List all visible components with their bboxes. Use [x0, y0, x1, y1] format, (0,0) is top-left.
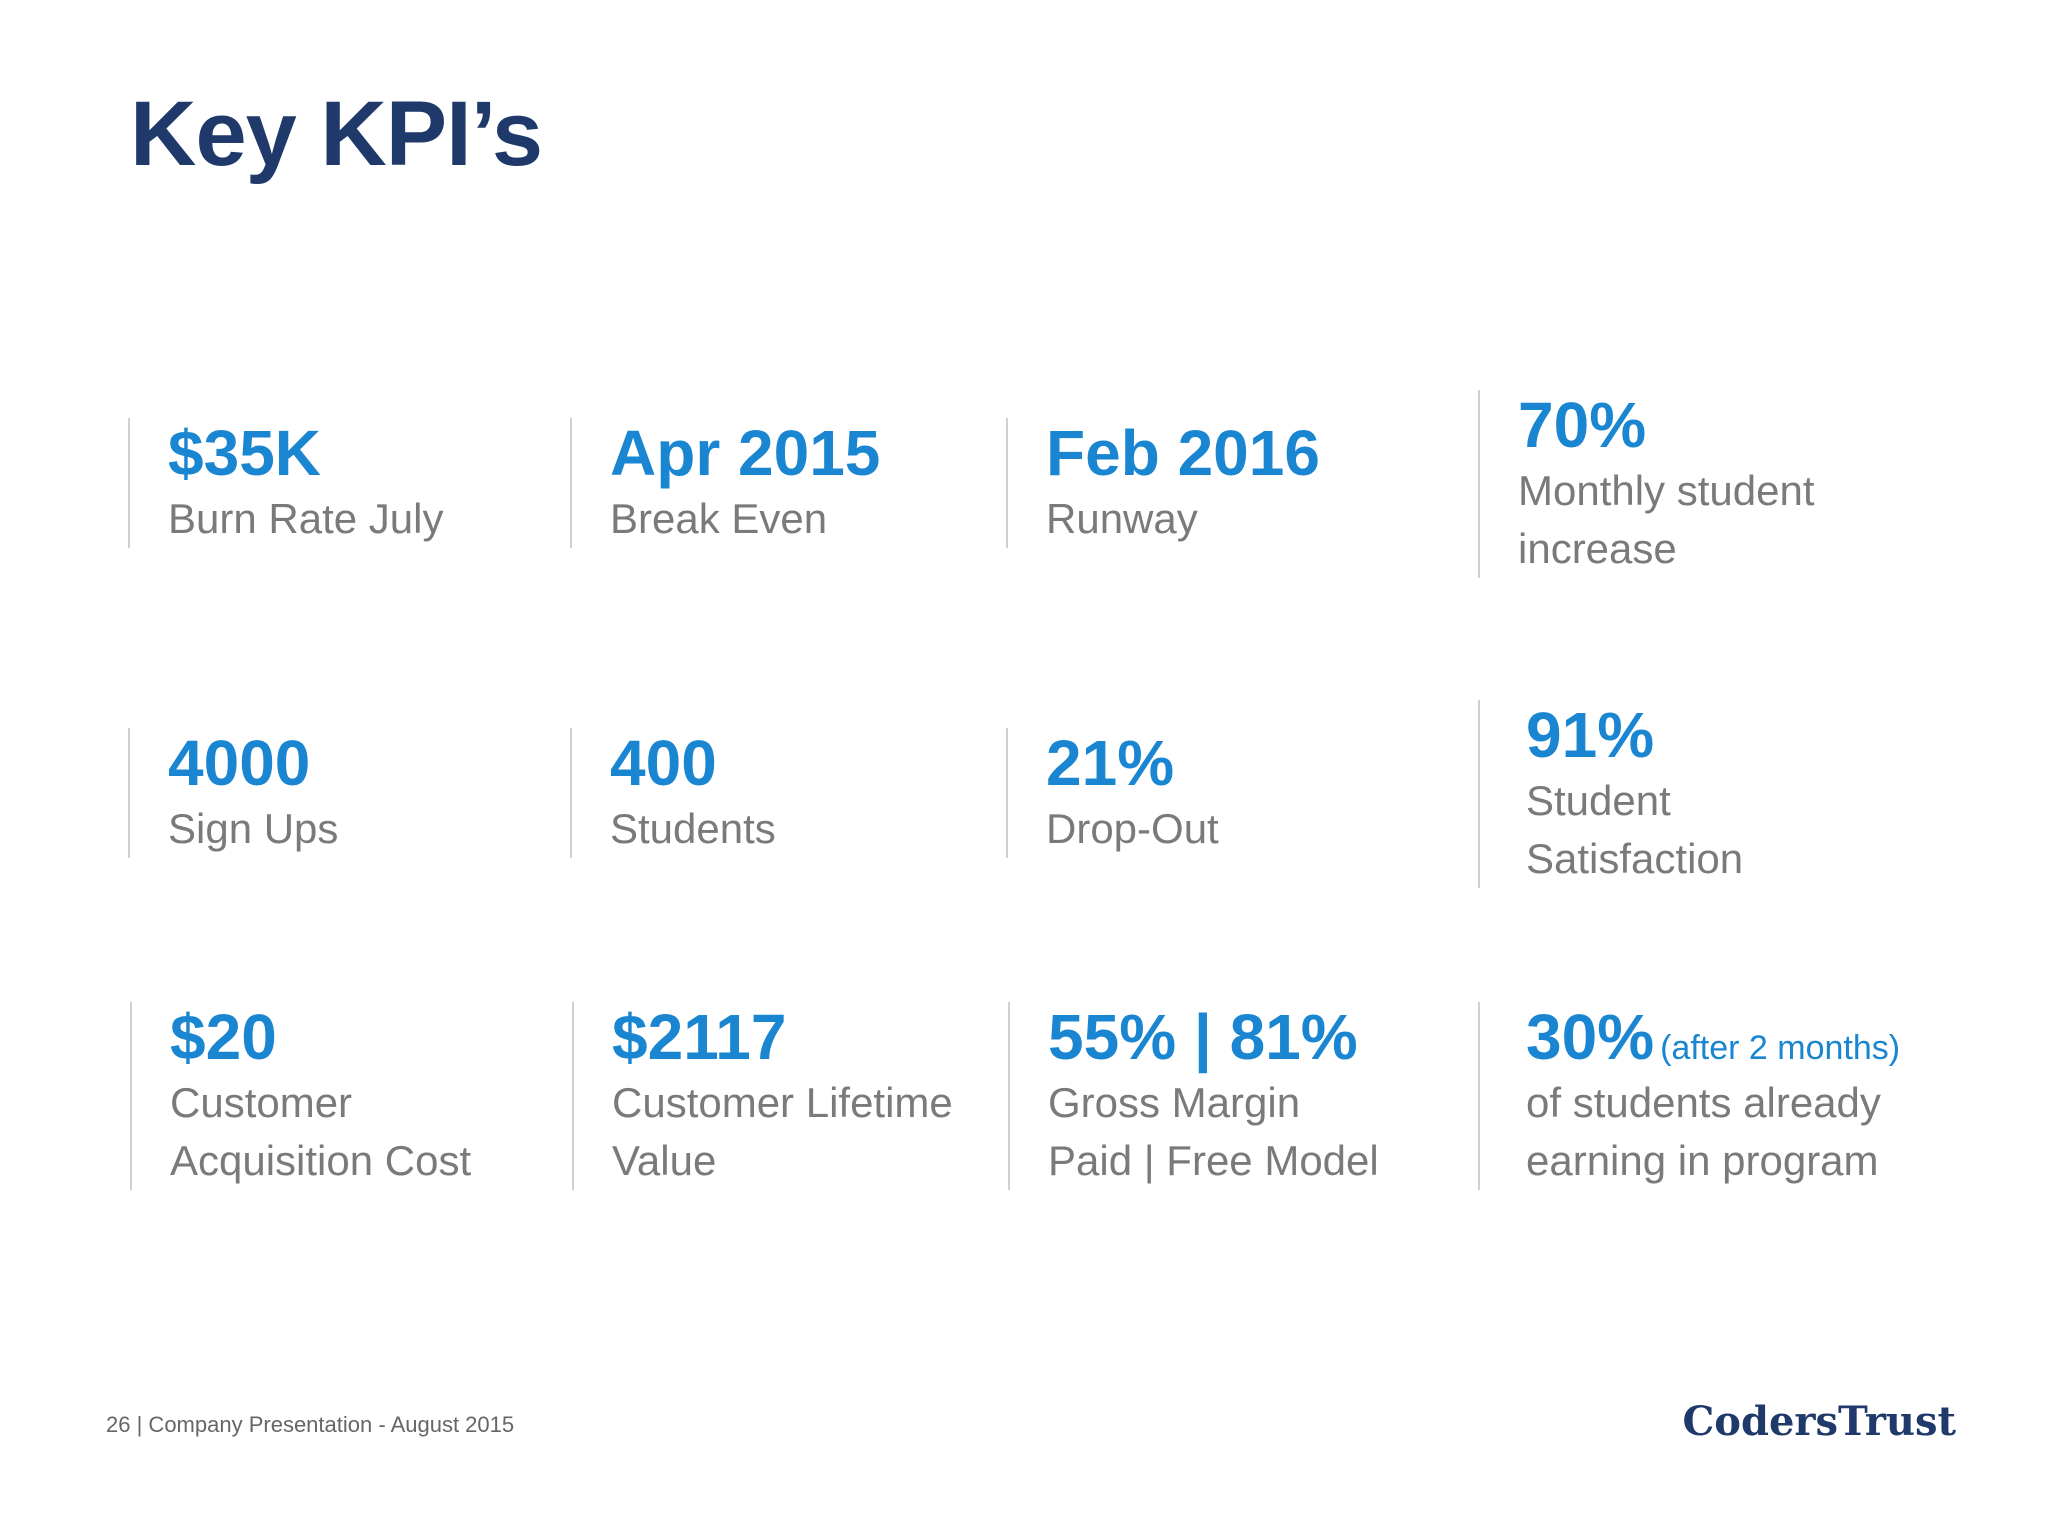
- kpi-label-line-2: Paid | Free Model: [1048, 1137, 1379, 1185]
- kpi-value-number: 30%: [1526, 1001, 1655, 1073]
- kpi-label: Gross Margin Paid | Free Model: [1048, 1074, 1478, 1190]
- kpi-break-even: Apr 2015 Break Even: [570, 417, 1010, 549]
- kpi-student-satisfaction: 91% Student Satisfaction: [1478, 699, 1898, 889]
- kpi-label: Drop-Out: [1046, 805, 1219, 853]
- kpi-customer-lifetime-value: $2117 Customer Lifetime Value: [572, 1001, 1012, 1191]
- kpi-label: Monthly student increase: [1518, 467, 1815, 573]
- kpi-value-note: (after 2 months): [1660, 1029, 1901, 1067]
- kpi-value: 91%: [1526, 699, 1655, 771]
- kpi-label: of students already earning in program: [1526, 1079, 1881, 1185]
- kpi-value: Feb 2016: [1046, 417, 1320, 489]
- footer-info: 26 | Company Presentation - August 2015: [106, 1412, 514, 1438]
- kpi-label: Burn Rate July: [168, 495, 444, 543]
- kpi-value: 4000: [168, 727, 311, 799]
- kpi-value: $20: [170, 1001, 277, 1073]
- kpi-label: Students: [610, 805, 776, 853]
- kpi-drop-out: 21% Drop-Out: [1006, 727, 1466, 859]
- kpi-value: 55% | 81%: [1048, 1001, 1358, 1073]
- kpi-value: $2117: [612, 1001, 787, 1073]
- presentation-name: | Company Presentation - August 2015: [136, 1412, 515, 1437]
- kpi-students-earning: 30% (after 2 months) of students already …: [1478, 1002, 1988, 1191]
- kpi-label-line-1: Gross Margin: [1048, 1079, 1301, 1127]
- kpi-label: Break Even: [610, 495, 828, 543]
- kpi-label: Runway: [1046, 495, 1198, 543]
- kpi-value: 70%: [1518, 389, 1647, 461]
- coderstrust-logo: CodersTrust: [1682, 1398, 1956, 1445]
- slide-title: Key KPI’s: [130, 83, 543, 185]
- kpi-value: 400: [610, 727, 717, 799]
- kpi-students: 400 Students: [570, 727, 1010, 859]
- page-number: 26: [106, 1412, 131, 1437]
- kpi-value: 30% (after 2 months): [1526, 1002, 1988, 1072]
- kpi-burn-rate: $35K Burn Rate July: [128, 417, 548, 549]
- kpi-label: Sign Ups: [168, 805, 339, 853]
- kpi-customer-acquisition-cost: $20 Customer Acquisition Cost: [130, 1001, 570, 1191]
- kpi-value: Apr 2015: [610, 417, 881, 489]
- kpi-monthly-student-increase: 70% Monthly student increase: [1478, 389, 1898, 579]
- kpi-value: 21%: [1046, 727, 1175, 799]
- kpi-sign-ups: 4000 Sign Ups: [128, 727, 548, 859]
- kpi-value: $35K: [168, 417, 321, 489]
- kpi-label: Student Satisfaction: [1526, 777, 1744, 883]
- kpi-gross-margin: 55% | 81% Gross Margin Paid | Free Model: [1008, 1001, 1478, 1191]
- kpi-label: Customer Lifetime Value: [612, 1079, 953, 1185]
- kpi-runway: Feb 2016 Runway: [1006, 417, 1466, 549]
- kpi-label: Customer Acquisition Cost: [170, 1079, 472, 1185]
